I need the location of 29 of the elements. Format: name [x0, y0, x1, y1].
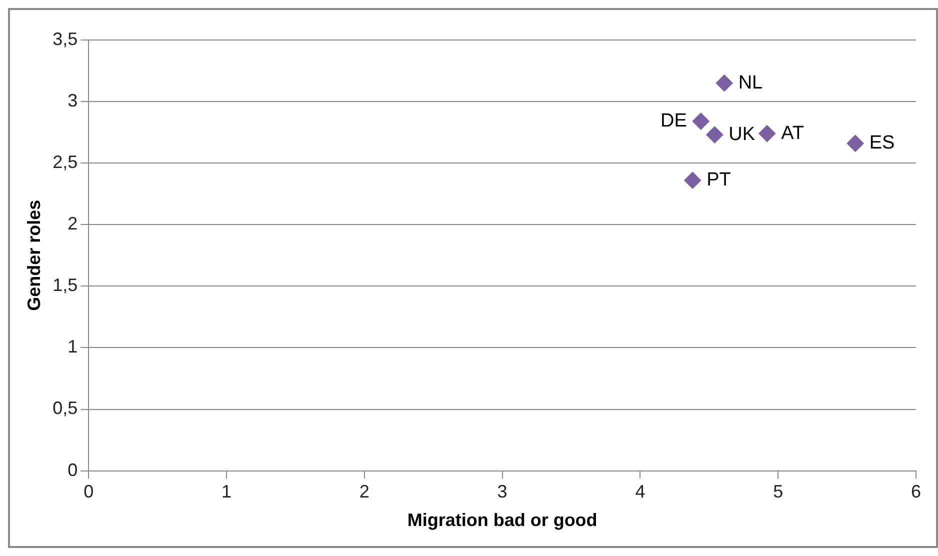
y-tick-label: 1: [68, 336, 78, 357]
y-tick-label: 2: [68, 214, 78, 234]
y-tick-label: 3: [68, 90, 78, 111]
x-tick-label: 1: [222, 482, 232, 502]
y-tick-label: 1,5: [52, 275, 78, 296]
annotation: PT: [706, 170, 732, 191]
x-tick-label: 0: [84, 482, 94, 502]
annotation: DE: [660, 110, 687, 132]
x-axis-title: Migration bad or good: [407, 510, 598, 530]
annotation: ES: [869, 132, 895, 154]
annotation: UK: [728, 124, 756, 146]
y-axis-title: Gender roles: [24, 200, 44, 311]
point: [716, 74, 733, 92]
annotation: AT: [781, 122, 804, 144]
annotation: NL: [738, 72, 763, 94]
point: [706, 126, 724, 144]
point: [846, 134, 864, 152]
x-tick-label: 5: [773, 482, 784, 502]
y-tick-label: 3,5: [52, 28, 78, 49]
x-tick-label: 2: [359, 482, 370, 502]
y-tick-label: 2,5: [52, 152, 78, 172]
x-tick-label: 3: [497, 482, 508, 502]
y-tick-label: 0,5: [52, 398, 78, 418]
point: [692, 112, 710, 130]
point: [684, 172, 702, 189]
x-tick-label: 6: [910, 482, 922, 502]
y-tick-label: 0: [68, 460, 78, 480]
x-tick-label: 4: [635, 482, 646, 502]
point: [758, 125, 776, 142]
